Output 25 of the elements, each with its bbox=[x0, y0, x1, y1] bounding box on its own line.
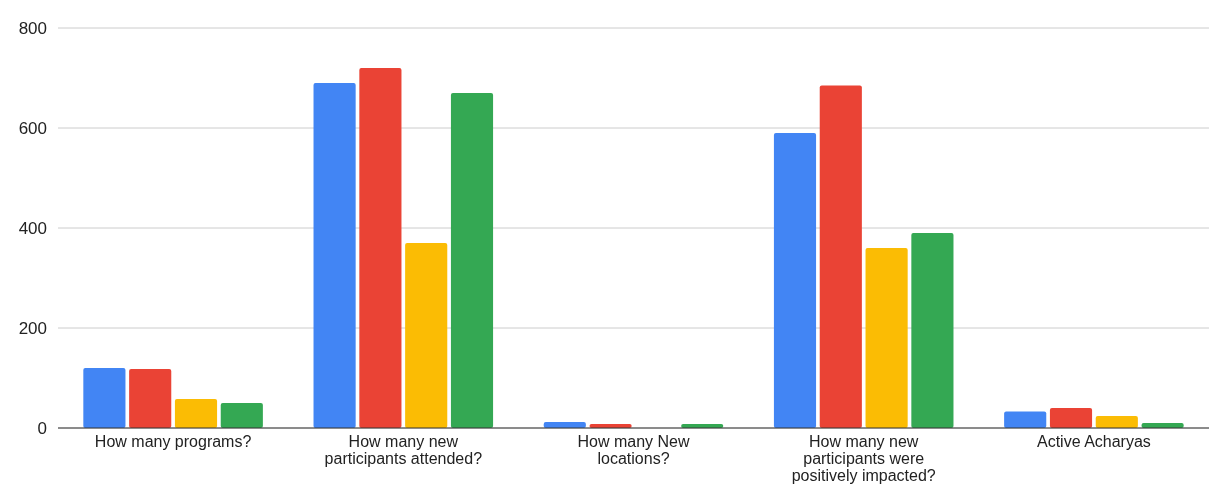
y-tick-label: 800 bbox=[18, 18, 47, 38]
bar bbox=[865, 248, 908, 428]
bar bbox=[174, 399, 218, 428]
x-tick-label: Active Acharyas bbox=[1036, 433, 1151, 450]
x-tick-label: How many New locations? bbox=[577, 433, 690, 467]
y-tick-label: 0 bbox=[37, 418, 47, 438]
bar bbox=[450, 93, 494, 428]
bar bbox=[129, 369, 172, 428]
bar bbox=[773, 133, 817, 428]
bar bbox=[1004, 411, 1047, 428]
bar bbox=[1095, 416, 1138, 428]
bar bbox=[405, 243, 448, 428]
bar bbox=[359, 68, 402, 428]
x-tick-label: How many programs? bbox=[94, 433, 252, 450]
bar bbox=[83, 368, 126, 428]
bar bbox=[819, 85, 862, 428]
bar bbox=[911, 233, 954, 428]
x-tick-label: How many new participants attended? bbox=[324, 433, 483, 467]
y-tick-label: 600 bbox=[18, 118, 47, 138]
bar bbox=[1049, 408, 1093, 428]
y-tick-label: 400 bbox=[18, 218, 47, 238]
x-tick-label: How many new participants were positively impacted? bbox=[791, 433, 936, 484]
bar bbox=[313, 83, 356, 428]
y-tick-label: 200 bbox=[18, 318, 47, 338]
bar bbox=[220, 403, 263, 428]
